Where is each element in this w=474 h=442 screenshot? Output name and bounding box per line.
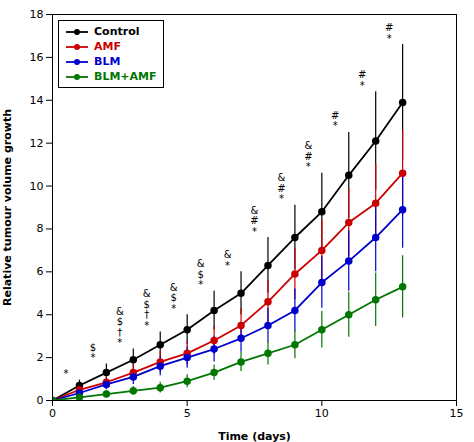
svg-text:0: 0 <box>37 394 44 407</box>
html-text:BLM+AMF: BLM+AMF <box>94 70 157 83</box>
svg-text:*: * <box>63 368 68 379</box>
svg-text:10: 10 <box>315 407 329 420</box>
svg-text:&*: &* <box>224 249 232 271</box>
html-text:BLM: BLM <box>94 55 121 68</box>
svg-text:#*: #* <box>331 110 339 132</box>
svg-text:&#*: &#* <box>304 140 312 172</box>
svg-text:$*: $* <box>90 342 96 364</box>
svg-text:14: 14 <box>30 94 44 107</box>
svg-text:&$†*: &$†* <box>116 306 124 349</box>
html-text:Control: Control <box>94 25 140 38</box>
svg-text:5: 5 <box>184 407 191 420</box>
svg-text:18: 18 <box>30 8 44 21</box>
svg-text:15: 15 <box>450 407 464 420</box>
svg-text:4: 4 <box>37 308 44 321</box>
svg-text:#*: #* <box>385 22 393 44</box>
svg-text:10: 10 <box>30 180 44 193</box>
svg-text:2: 2 <box>37 351 44 364</box>
svg-text:Relative tumour volume growth: Relative tumour volume growth <box>1 109 14 306</box>
svg-text:0: 0 <box>49 407 56 420</box>
svg-text:16: 16 <box>30 51 44 64</box>
svg-text:8: 8 <box>37 222 44 235</box>
svg-text:&$*: &$* <box>197 258 205 290</box>
svg-text:&#*: &#* <box>250 205 258 237</box>
svg-text:&$*: &$* <box>170 282 178 314</box>
svg-text:#*: #* <box>358 69 366 91</box>
svg-text:&$†*: &$†* <box>143 288 151 331</box>
svg-text:&#*: &#* <box>277 172 285 204</box>
html-text:AMF: AMF <box>94 40 121 53</box>
svg-text:12: 12 <box>30 137 44 150</box>
svg-text:6: 6 <box>37 265 44 278</box>
svg-text:Time (days): Time (days) <box>218 430 291 442</box>
